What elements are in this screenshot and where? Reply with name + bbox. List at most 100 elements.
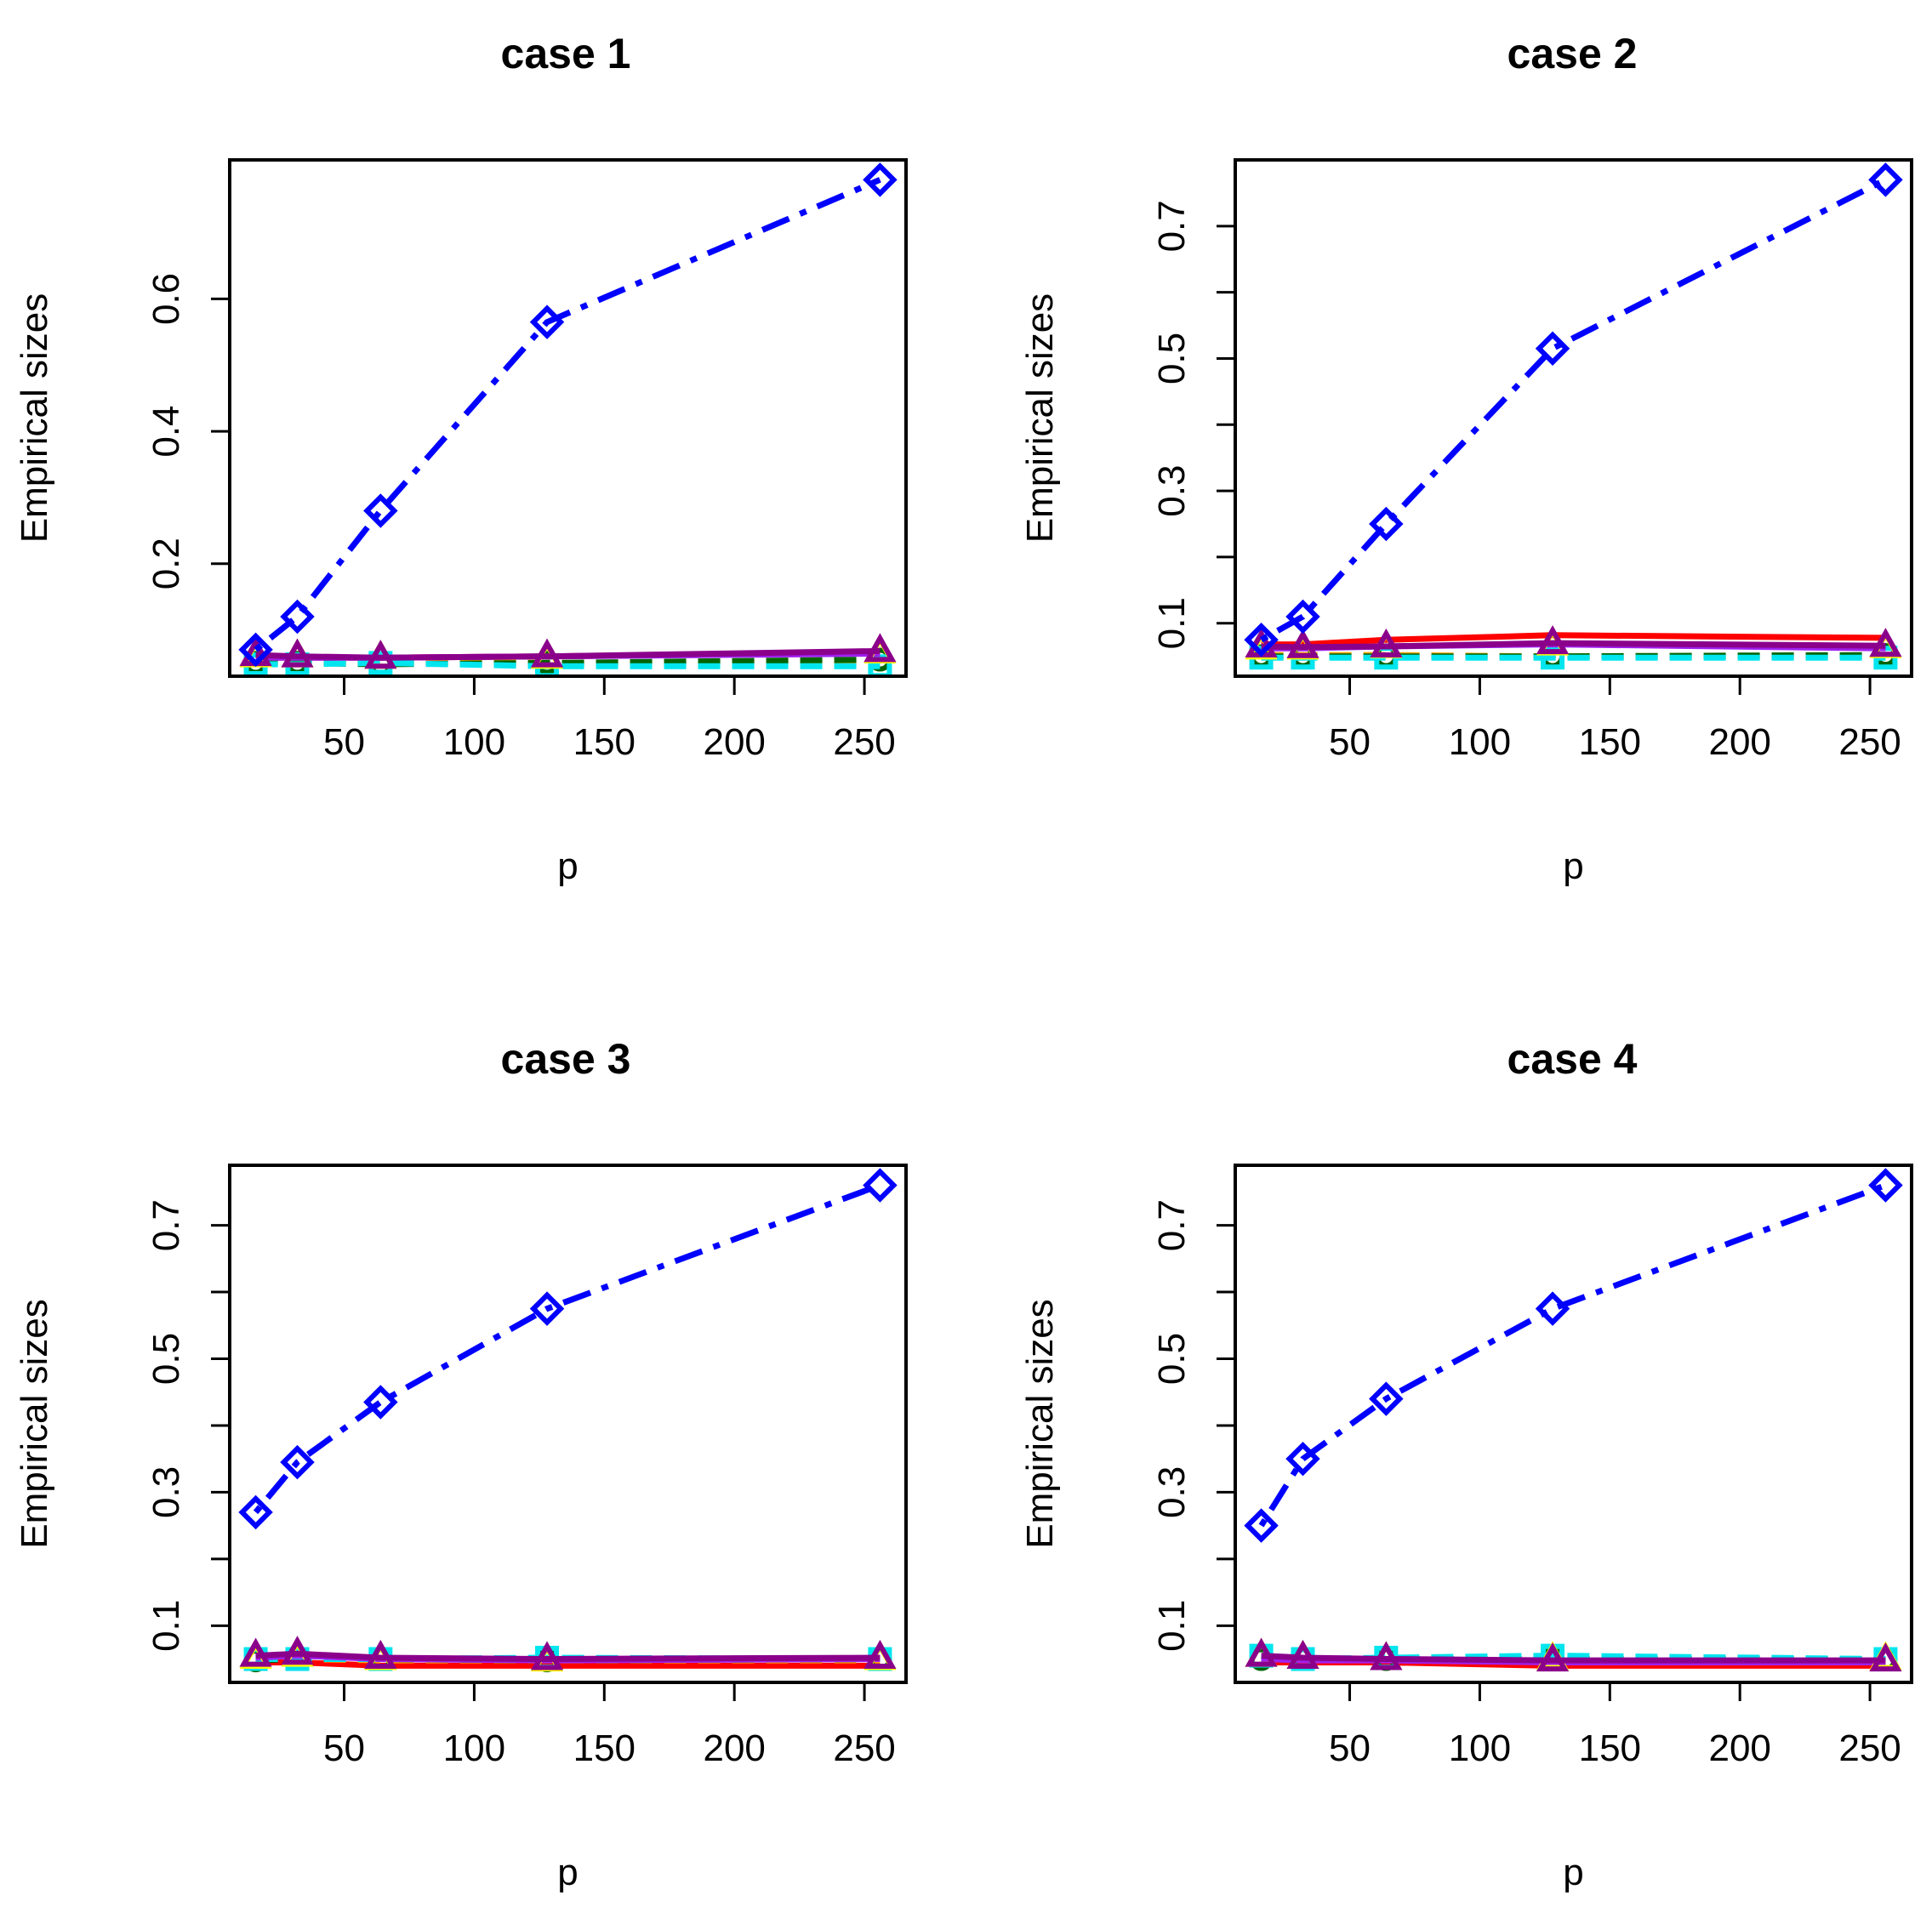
y-tick-label: 0.5 bbox=[145, 1333, 187, 1385]
plot-frame bbox=[1234, 1164, 1913, 1684]
x-tick-label: 100 bbox=[443, 721, 505, 763]
data-point bbox=[238, 632, 273, 668]
y-tick-label: 0.4 bbox=[145, 405, 187, 457]
y-tick-label: 0.7 bbox=[145, 1199, 187, 1251]
data-point bbox=[238, 1494, 273, 1530]
data-point bbox=[530, 1641, 564, 1670]
y-tick-label: 0.1 bbox=[1151, 1600, 1193, 1652]
plot-frame bbox=[228, 158, 908, 678]
data-point bbox=[863, 1639, 897, 1669]
x-tick-label: 150 bbox=[1579, 721, 1641, 763]
series-line bbox=[255, 659, 881, 669]
x-tick-label: 200 bbox=[1708, 721, 1770, 763]
x-tick-label: 150 bbox=[573, 721, 635, 763]
data-point bbox=[529, 304, 565, 339]
x-tick-label: 250 bbox=[833, 721, 895, 763]
plot-area bbox=[238, 162, 898, 676]
plot-area bbox=[1244, 1168, 1903, 1672]
series-blue bbox=[238, 162, 898, 668]
y-tick-label: 0.1 bbox=[1151, 597, 1193, 649]
series-line bbox=[254, 177, 881, 652]
x-axis-label: p bbox=[557, 845, 578, 887]
panel-1: case 1 p Empirical sizes 50 100 150 200 250 0.2 0… bbox=[14, 30, 908, 887]
data-point bbox=[1536, 1642, 1570, 1672]
y-tick-label: 0.1 bbox=[145, 1600, 187, 1652]
x-axis-label: p bbox=[557, 1852, 578, 1893]
data-point bbox=[863, 633, 897, 663]
data-point bbox=[364, 640, 397, 669]
series-darkmagenta bbox=[239, 633, 897, 669]
series-line bbox=[1258, 1182, 1887, 1528]
x-tick-label: 100 bbox=[1449, 721, 1511, 763]
data-point bbox=[1869, 1642, 1902, 1672]
series-blue bbox=[1244, 162, 1903, 657]
y-tick-label: 0.5 bbox=[1151, 333, 1193, 384]
data-point bbox=[1370, 628, 1403, 657]
data-point bbox=[529, 1291, 565, 1326]
data-point bbox=[363, 493, 398, 528]
panel-title: case 4 bbox=[1507, 1035, 1638, 1083]
data-point bbox=[1285, 599, 1320, 635]
data-point bbox=[281, 1636, 314, 1665]
y-axis-label: Empirical sizes bbox=[14, 293, 55, 543]
x-tick-label: 150 bbox=[1579, 1727, 1641, 1769]
panel-title: case 3 bbox=[501, 1035, 631, 1083]
y-tick-label: 0.5 bbox=[1151, 1333, 1193, 1385]
data-point bbox=[364, 1639, 397, 1669]
x-tick-label: 50 bbox=[1329, 721, 1371, 763]
series-line bbox=[255, 1650, 881, 1662]
data-point bbox=[1244, 622, 1279, 657]
y-axis-label: Empirical sizes bbox=[1019, 1299, 1061, 1548]
y-tick-label: 0.3 bbox=[1151, 1466, 1193, 1518]
y-tick-label: 0.7 bbox=[1151, 1199, 1193, 1251]
plot-frame bbox=[1234, 158, 1913, 678]
x-tick-label: 50 bbox=[1329, 1727, 1371, 1769]
y-tick-label: 0.6 bbox=[145, 273, 187, 325]
data-point bbox=[1868, 1168, 1903, 1203]
y-axis-label: Empirical sizes bbox=[1019, 293, 1061, 543]
x-tick-label: 100 bbox=[1449, 1727, 1511, 1769]
data-point bbox=[1285, 1441, 1320, 1477]
data-point bbox=[1369, 1381, 1404, 1416]
data-point bbox=[280, 1444, 315, 1480]
x-tick-label: 200 bbox=[1708, 1727, 1770, 1769]
series-line bbox=[1259, 177, 1887, 643]
x-tick-label: 150 bbox=[573, 1727, 635, 1769]
data-point bbox=[1869, 628, 1902, 657]
series-line bbox=[253, 1182, 881, 1515]
data-point bbox=[363, 1385, 398, 1420]
data-point bbox=[1369, 506, 1404, 542]
series-blue bbox=[1244, 1168, 1903, 1543]
x-axis-label: p bbox=[1563, 1852, 1583, 1893]
panel-title: case 2 bbox=[1507, 30, 1638, 77]
plot-frame bbox=[228, 1164, 908, 1684]
panel-3: case 3 p Empirical sizes 50 100 150 200 250 0.1 0… bbox=[14, 1035, 908, 1893]
data-point bbox=[1370, 1641, 1403, 1670]
data-point bbox=[863, 1168, 898, 1203]
plot-area bbox=[1244, 162, 1903, 670]
series-line bbox=[1261, 640, 1886, 651]
series-line bbox=[255, 647, 881, 661]
y-tick-label: 0.3 bbox=[1151, 465, 1193, 517]
y-tick-label: 0.3 bbox=[145, 1466, 187, 1518]
x-tick-label: 250 bbox=[1838, 1727, 1901, 1769]
y-axis-label: Empirical sizes bbox=[14, 1299, 55, 1548]
data-point bbox=[1286, 1639, 1319, 1669]
data-point bbox=[1868, 162, 1903, 197]
series-darkmagenta bbox=[1245, 1637, 1902, 1672]
x-tick-label: 50 bbox=[323, 721, 365, 763]
panel-2: case 2 p Empirical sizes 50 100 150 200 250 0.1 0… bbox=[1019, 30, 1913, 887]
data-point bbox=[1541, 646, 1565, 670]
data-point bbox=[1244, 1508, 1279, 1543]
y-tick-label: 0.2 bbox=[145, 538, 187, 589]
x-axis-label: p bbox=[1563, 845, 1583, 887]
data-point bbox=[1535, 331, 1570, 367]
series-line bbox=[1261, 1653, 1886, 1664]
x-tick-label: 50 bbox=[323, 1727, 365, 1769]
y-tick-label: 0.7 bbox=[1151, 200, 1193, 252]
data-point bbox=[239, 1637, 272, 1667]
series-cyan bbox=[1249, 646, 1898, 670]
x-tick-label: 200 bbox=[703, 1727, 765, 1769]
data-point bbox=[1286, 629, 1319, 658]
